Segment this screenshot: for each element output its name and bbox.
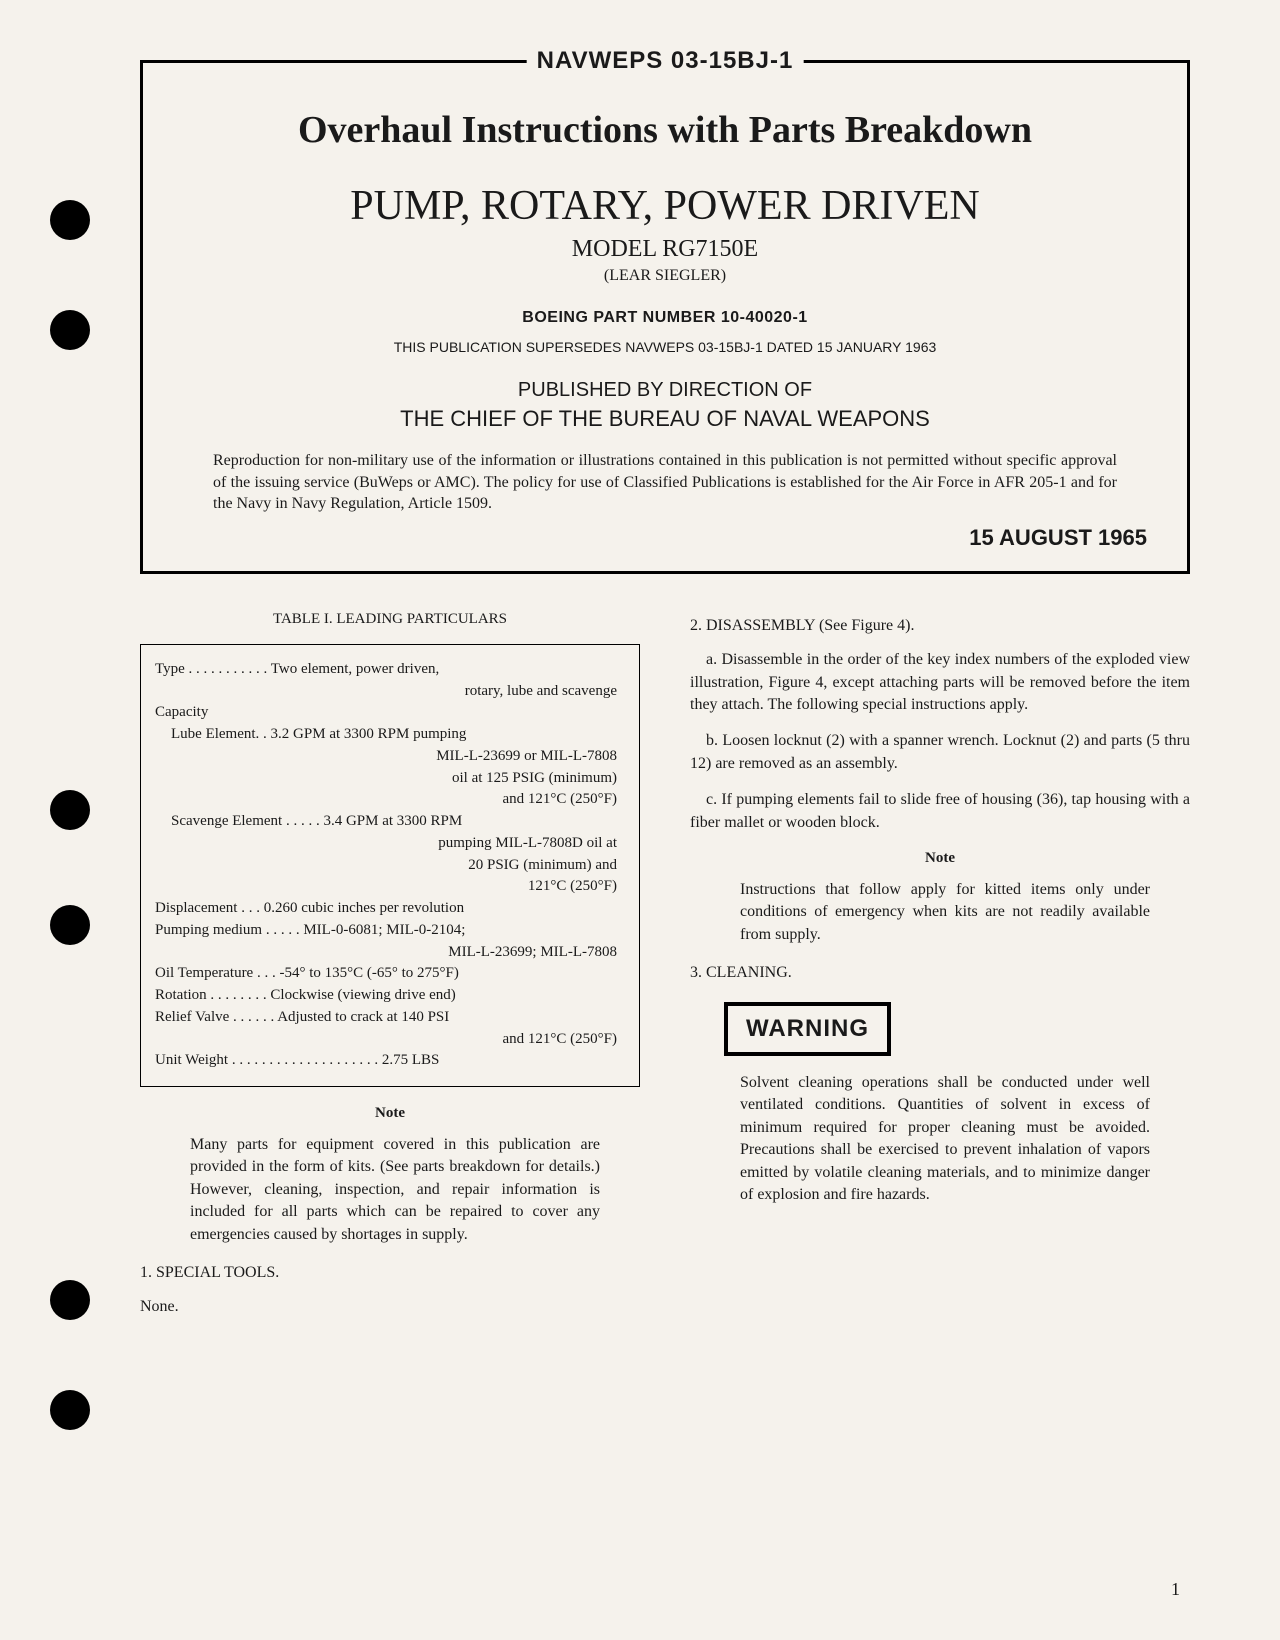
disassembly-para-c: c. If pumping elements fail to slide fre… <box>690 789 1190 834</box>
warning-body: Solvent cleaning operations shall be con… <box>690 1072 1190 1206</box>
spec-scavenge-cont: pumping MIL-L-7808D oil at <box>155 833 625 855</box>
punch-hole <box>50 200 90 240</box>
special-tools-body: None. <box>140 1296 640 1318</box>
special-tools-heading: 1. SPECIAL TOOLS. <box>140 1262 640 1284</box>
particulars-table: Type . . . . . . . . . . . Two element, … <box>140 644 640 1087</box>
spec-weight: Unit Weight . . . . . . . . . . . . . . … <box>155 1050 625 1072</box>
published-by: PUBLISHED BY DIRECTION OF <box>183 379 1147 402</box>
disassembly-heading: 2. DISASSEMBLY (See Figure 4). <box>690 615 1190 637</box>
spec-displacement: Displacement . . . 0.260 cubic inches pe… <box>155 898 625 920</box>
spec-scavenge: Scavenge Element . . . . . 3.4 GPM at 33… <box>155 811 625 833</box>
note-heading: Note <box>140 1103 640 1124</box>
manufacturer-line: (LEAR SIEGLER) <box>183 267 1147 285</box>
supersedes-line: THIS PUBLICATION SUPERSEDES NAVWEPS 03-1… <box>183 339 1147 355</box>
page-number: 1 <box>1171 1579 1180 1600</box>
spec-scavenge-cont: 20 PSIG (minimum) and <box>155 855 625 877</box>
punch-hole <box>50 310 90 350</box>
punch-hole <box>50 790 90 830</box>
spec-relief-cont: and 121°C (250°F) <box>155 1029 625 1051</box>
spec-type-cont: rotary, lube and scavenge <box>155 681 625 703</box>
punch-hole <box>50 905 90 945</box>
navweps-label: NAVWEPS 03-15BJ-1 <box>527 47 804 75</box>
note-body: Many parts for equipment covered in this… <box>140 1134 640 1246</box>
part-number: BOEING PART NUMBER 10-40020-1 <box>183 309 1147 327</box>
warning-box: WARNING <box>724 1002 891 1056</box>
cleaning-heading: 3. CLEANING. <box>690 962 1190 984</box>
spec-medium-cont: MIL-L-23699; MIL-L-7808 <box>155 942 625 964</box>
spec-relief: Relief Valve . . . . . . Adjusted to cra… <box>155 1007 625 1029</box>
chief-line: THE CHIEF OF THE BUREAU OF NAVAL WEAPONS <box>183 406 1147 432</box>
disassembly-para-b: b. Loosen locknut (2) with a spanner wre… <box>690 730 1190 775</box>
spec-medium: Pumping medium . . . . . MIL-0-6081; MIL… <box>155 920 625 942</box>
spec-type: Type . . . . . . . . . . . Two element, … <box>155 659 625 681</box>
spec-rotation: Rotation . . . . . . . . Clockwise (view… <box>155 985 625 1007</box>
body-columns: TABLE I. LEADING PARTICULARS Type . . . … <box>140 609 1190 1333</box>
punch-hole <box>50 1390 90 1430</box>
main-title: PUMP, ROTARY, POWER DRIVEN <box>183 182 1147 230</box>
left-column: TABLE I. LEADING PARTICULARS Type . . . … <box>140 609 640 1333</box>
document-title: Overhaul Instructions with Parts Breakdo… <box>183 108 1147 152</box>
punch-hole <box>50 1280 90 1320</box>
table-title: TABLE I. LEADING PARTICULARS <box>140 609 640 630</box>
spec-lube: Lube Element. . 3.2 GPM at 3300 RPM pump… <box>155 724 625 746</box>
note-heading: Note <box>690 848 1190 869</box>
reproduction-notice: Reproduction for non-military use of the… <box>183 450 1147 515</box>
spec-lube-cont: and 121°C (250°F) <box>155 789 625 811</box>
header-box: NAVWEPS 03-15BJ-1 Overhaul Instructions … <box>140 60 1190 574</box>
spec-temperature: Oil Temperature . . . -54° to 135°C (-65… <box>155 963 625 985</box>
spec-capacity: Capacity <box>155 702 625 724</box>
disassembly-para-a: a. Disassemble in the order of the key i… <box>690 649 1190 716</box>
spec-lube-cont: oil at 125 PSIG (minimum) <box>155 768 625 790</box>
publication-date: 15 AUGUST 1965 <box>183 525 1147 551</box>
note-body: Instructions that follow apply for kitte… <box>690 879 1190 946</box>
right-column: 2. DISASSEMBLY (See Figure 4). a. Disass… <box>690 609 1190 1333</box>
spec-lube-cont: MIL-L-23699 or MIL-L-7808 <box>155 746 625 768</box>
model-line: MODEL RG7150E <box>183 236 1147 263</box>
spec-scavenge-cont: 121°C (250°F) <box>155 876 625 898</box>
